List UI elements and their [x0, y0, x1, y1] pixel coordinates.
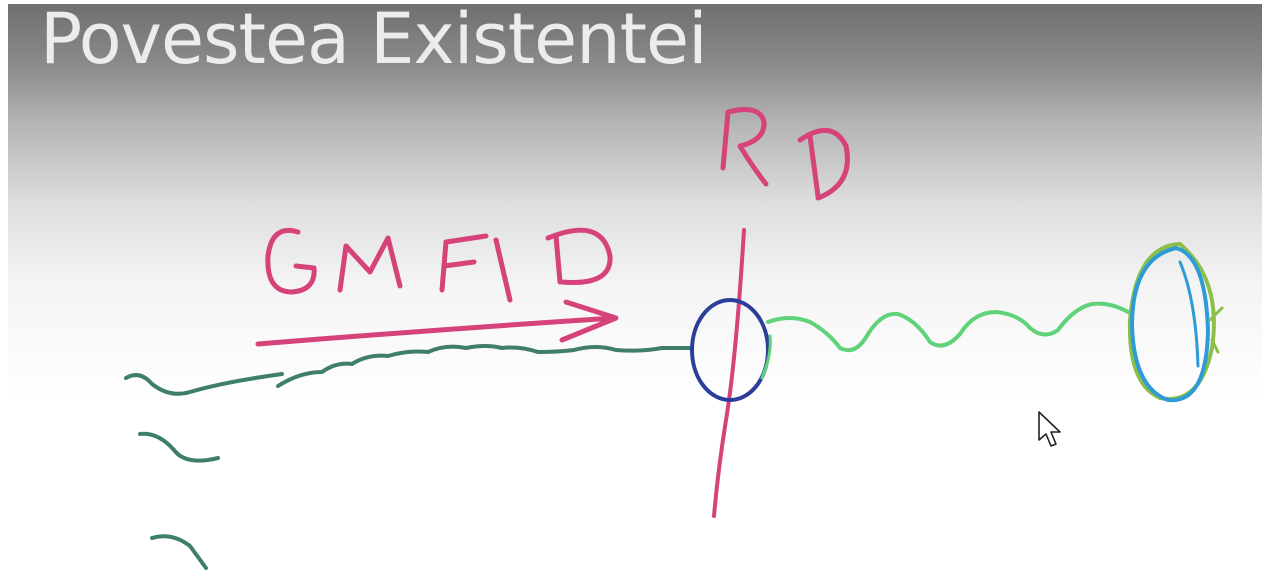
circle-future-inner-stroke: [1178, 260, 1200, 368]
arrow-head: [559, 299, 619, 343]
mouse-cursor-icon: [1038, 411, 1061, 447]
label-gmfd-letter-m: [337, 235, 403, 293]
history-wave-segment-main: [276, 344, 694, 388]
history-tick-2: [150, 534, 208, 570]
history-wave: [124, 344, 694, 570]
label-gmfd-letter-f: [439, 233, 489, 293]
history-wave-segment-left: [124, 372, 284, 396]
circle-future-cyan: [1130, 246, 1210, 403]
label-gmfd: [265, 227, 613, 303]
label-gmfd-extra-stroke: [493, 237, 513, 303]
circle-present-outline: [690, 298, 770, 402]
label-gmfd-letter-g: [265, 228, 317, 295]
slide-title: Povestea Existentei: [40, 4, 708, 80]
circle-future: [1127, 242, 1224, 403]
history-tick-1: [138, 431, 220, 463]
circle-present-accent: [760, 334, 772, 380]
arrow-shaft: [255, 315, 617, 347]
arrow-right: [255, 299, 619, 347]
whiteboard-video: Povestea Existentei: [8, 4, 1262, 568]
circle-present: [690, 298, 772, 402]
vertical-divider-line: [712, 228, 746, 518]
label-rd-letter-r: [720, 107, 769, 187]
future-wave: [766, 301, 1130, 353]
label-rd: [720, 107, 850, 201]
circle-future-tail: [1208, 306, 1224, 354]
label-rd-letter-d: [797, 128, 850, 201]
label-gmfd-letter-d: [545, 227, 613, 285]
